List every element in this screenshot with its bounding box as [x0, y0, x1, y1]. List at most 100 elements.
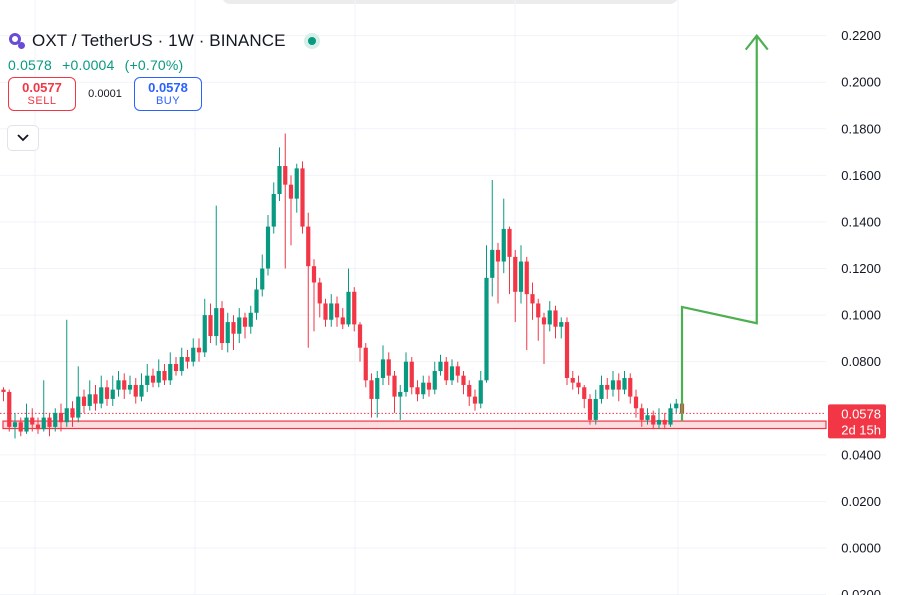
candle — [7, 389, 12, 432]
candle — [467, 380, 472, 406]
candle — [357, 322, 363, 362]
y-tick-label: 0.0800 — [841, 354, 881, 369]
candle — [461, 370, 466, 395]
candle-body — [553, 310, 558, 327]
candle — [24, 403, 29, 434]
spread-value: 0.0001 — [88, 88, 122, 100]
price-label-countdown: 2d 15h — [841, 422, 881, 437]
y-tick-label: 0.0200 — [841, 494, 881, 509]
candle — [386, 352, 391, 385]
candle — [455, 361, 460, 383]
candle — [87, 380, 92, 411]
candle — [340, 308, 345, 330]
buy-price: 0.0578 — [148, 79, 188, 95]
chevron-down-icon — [17, 134, 29, 142]
candle — [668, 403, 673, 427]
top-drag-handle[interactable] — [222, 0, 678, 4]
collapse-button[interactable] — [7, 125, 39, 151]
symbol-title[interactable]: OXT / TetherUS · 1W · BINANCE — [32, 31, 286, 50]
price-change-row: 0.0578 +0.0004 (+0.70%) — [8, 57, 320, 73]
candle — [547, 301, 552, 332]
candle — [168, 352, 173, 385]
candle-body — [449, 366, 455, 381]
candle-body — [559, 322, 564, 327]
candle-body — [156, 370, 161, 383]
candle-body — [133, 384, 138, 397]
candle — [599, 375, 604, 404]
candle — [104, 380, 110, 406]
candle — [329, 294, 334, 327]
candle-body — [93, 394, 98, 404]
candle-body — [311, 266, 317, 283]
candle-body — [41, 417, 46, 430]
candle — [570, 370, 575, 390]
sell-price: 0.0577 — [22, 79, 62, 95]
candle — [323, 298, 328, 327]
candle — [196, 338, 202, 362]
candle-body — [7, 391, 12, 427]
sell-button[interactable]: 0.0577 SELL — [8, 77, 76, 111]
y-tick-label: 0.0400 — [841, 447, 881, 462]
candle — [300, 161, 305, 234]
candle — [214, 205, 219, 346]
candle — [605, 377, 610, 399]
candle-body — [484, 277, 489, 381]
candle-body — [582, 387, 587, 399]
candle-body — [662, 419, 667, 425]
candle — [398, 384, 403, 420]
candle — [610, 370, 616, 397]
candle — [662, 412, 667, 430]
candle — [185, 350, 190, 369]
price-change-pct: (+0.70%) — [124, 57, 184, 73]
candle — [242, 312, 248, 339]
candle-body — [145, 375, 150, 385]
candles — [1, 133, 685, 439]
candle-body — [605, 384, 610, 390]
candle — [432, 361, 437, 395]
candle-body — [317, 282, 322, 304]
candle — [311, 259, 317, 332]
candle-body — [231, 322, 236, 334]
candle — [415, 380, 420, 402]
candle-body — [478, 380, 483, 404]
candle-body — [398, 391, 403, 397]
candle-body — [127, 384, 133, 390]
candle-body — [363, 347, 368, 381]
candle — [294, 163, 299, 213]
candle-body — [254, 289, 259, 313]
candle — [41, 380, 46, 432]
candle-body — [536, 303, 541, 318]
candle-body — [168, 364, 173, 381]
sell-label: SELL — [27, 94, 57, 107]
candle-body — [426, 382, 432, 390]
candle-body — [104, 387, 110, 399]
candle-body — [524, 261, 529, 295]
candle-body — [380, 359, 386, 378]
price-axis: 0.2200 0.2000 0.1800 0.1600 0.1400 0.1200 0.10… — [837, 28, 881, 595]
candle-body — [196, 347, 202, 353]
candle-body — [122, 380, 127, 390]
candle-body — [329, 303, 334, 320]
y-tick-label: 0.1800 — [841, 121, 881, 136]
candle-body — [501, 228, 506, 262]
candle-body — [616, 380, 621, 390]
candle-body — [593, 398, 598, 420]
candle — [622, 370, 627, 395]
candle — [156, 359, 161, 388]
symbol-header: OXT / TetherUS · 1W · BINANCE 0.0578 +0.… — [8, 28, 320, 111]
candle — [173, 357, 179, 376]
candle-body — [150, 375, 156, 383]
candle-body — [219, 308, 225, 344]
candle-body — [340, 317, 345, 325]
candle-body — [24, 417, 29, 432]
candle — [472, 389, 478, 411]
candle — [403, 352, 409, 397]
candle-body — [30, 417, 35, 425]
oxt-logo-icon — [8, 32, 26, 50]
candle-body — [513, 256, 518, 292]
candle — [93, 384, 98, 411]
candle — [81, 389, 87, 413]
candle-body — [191, 347, 196, 362]
buy-button[interactable]: 0.0578 BUY — [134, 77, 202, 111]
